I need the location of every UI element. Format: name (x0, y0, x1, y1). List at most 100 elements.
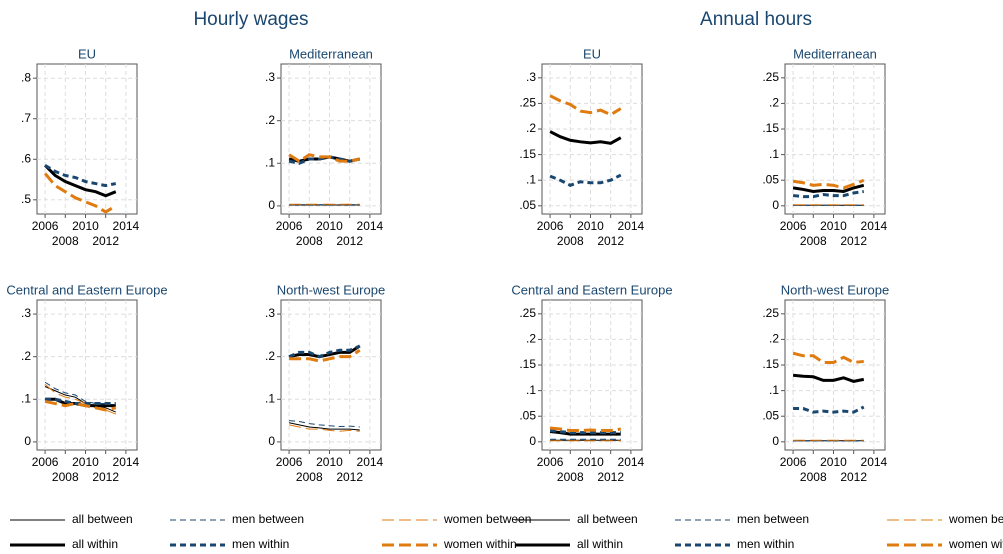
legend-label: men between (232, 512, 304, 526)
series-line (549, 429, 621, 435)
x-tick-label: 2006 (32, 219, 59, 233)
panel-title: Mediterranean (793, 46, 877, 61)
series-line (44, 383, 116, 415)
panel-title: North-west Europe (277, 282, 385, 297)
x-tick-label: 2010 (316, 455, 343, 469)
x-tick-label: 2008 (557, 234, 584, 248)
series-line (792, 189, 865, 199)
plot-frame (280, 63, 382, 215)
series-line (792, 373, 865, 383)
y-tick-label: .15 (519, 357, 536, 371)
panel-title: Mediterranean (289, 46, 373, 61)
group-title: Annual hours (700, 9, 812, 30)
legend-label: all between (72, 512, 133, 526)
x-tick-label: 2008 (296, 470, 323, 484)
y-tick-label: .6 (21, 151, 31, 165)
plot-frame (541, 63, 643, 215)
x-tick-label: 2006 (780, 455, 807, 469)
x-tick-label: 2014 (113, 219, 140, 233)
x-tick-label: 2010 (72, 219, 99, 233)
x-tick-label: 2012 (92, 470, 119, 484)
series-line (288, 344, 361, 359)
series-line (288, 344, 361, 359)
x-tick-label: 2012 (597, 470, 624, 484)
y-tick-label: .1 (526, 383, 536, 397)
legend-label: women between (443, 512, 531, 526)
y-tick-label: .15 (519, 147, 536, 161)
series-line (288, 422, 360, 431)
legend-label: women within (443, 537, 517, 551)
y-tick-label: .3 (21, 306, 31, 320)
x-tick-label: 2006 (32, 455, 59, 469)
y-tick-label: .05 (519, 408, 536, 422)
y-tick-label: .25 (762, 70, 779, 84)
x-tick-label: 2010 (820, 219, 847, 233)
x-tick-label: 2008 (800, 234, 827, 248)
y-tick-label: .1 (526, 172, 536, 186)
series-line (288, 155, 361, 165)
y-tick-label: .1 (265, 391, 275, 405)
x-tick-label: 2008 (296, 234, 323, 248)
series-line (44, 381, 116, 407)
y-tick-label: .3 (265, 306, 275, 320)
y-tick-label: 0 (268, 198, 275, 212)
y-tick-label: .2 (769, 332, 779, 346)
x-tick-label: 2014 (113, 455, 140, 469)
y-tick-label: 0 (772, 434, 779, 448)
series-line (549, 173, 622, 187)
y-tick-label: .1 (265, 155, 275, 169)
panel-title: North-west Europe (781, 282, 889, 297)
x-tick-label: 2008 (52, 234, 79, 248)
panel-title: Central and Eastern Europe (6, 282, 167, 297)
x-tick-label: 2008 (800, 470, 827, 484)
x-tick-label: 2012 (840, 470, 867, 484)
series-line (43, 172, 117, 214)
legend-label: all between (577, 512, 638, 526)
y-tick-label: .2 (526, 332, 536, 346)
y-tick-label: .2 (21, 349, 31, 363)
x-tick-label: 2006 (537, 455, 564, 469)
series-line (792, 178, 865, 190)
y-tick-label: .25 (762, 306, 779, 320)
y-tick-label: .3 (526, 70, 536, 84)
series-line (44, 164, 117, 198)
x-tick-label: 2012 (336, 234, 363, 248)
series-line (44, 164, 117, 188)
x-tick-label: 2012 (92, 234, 119, 248)
series-line (549, 426, 622, 433)
x-tick-label: 2010 (577, 455, 604, 469)
x-tick-label: 2012 (336, 470, 363, 484)
x-tick-label: 2008 (557, 470, 584, 484)
x-tick-label: 2014 (357, 455, 384, 469)
y-tick-label: .15 (762, 357, 779, 371)
plot-frame (36, 299, 138, 451)
series-line (44, 399, 117, 412)
series-line (792, 183, 865, 193)
y-tick-label: .1 (21, 391, 31, 405)
series-line (44, 386, 116, 413)
y-tick-label: .7 (21, 111, 31, 125)
series-line (289, 420, 360, 428)
series-line (289, 349, 361, 363)
series-line (793, 405, 865, 414)
legend-label: men within (232, 537, 289, 551)
series-line (288, 424, 360, 432)
y-tick-label: 0 (772, 198, 779, 212)
y-tick-label: .2 (769, 96, 779, 110)
legend-label: women within (948, 537, 1003, 551)
y-tick-label: .2 (526, 121, 536, 135)
series-line (549, 130, 622, 145)
panel-title: Central and Eastern Europe (511, 282, 672, 297)
legend-label: men within (737, 537, 794, 551)
legend-label: all within (577, 537, 623, 551)
y-tick-label: .8 (21, 70, 31, 84)
y-tick-label: .05 (519, 198, 536, 212)
series-line (288, 153, 361, 163)
y-tick-label: .1 (769, 147, 779, 161)
y-tick-label: .05 (762, 172, 779, 186)
y-tick-label: .2 (265, 349, 275, 363)
x-tick-label: 2010 (316, 219, 343, 233)
x-tick-label: 2012 (597, 234, 624, 248)
x-tick-label: 2010 (820, 455, 847, 469)
y-tick-label: 0 (529, 434, 536, 448)
